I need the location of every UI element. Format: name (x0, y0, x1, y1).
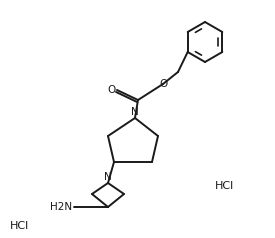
Text: N: N (104, 172, 112, 182)
Text: N: N (131, 107, 139, 117)
Text: H2N: H2N (50, 202, 72, 212)
Text: HCl: HCl (215, 181, 234, 191)
Text: O: O (160, 79, 168, 89)
Text: O: O (108, 85, 116, 95)
Text: HCl: HCl (10, 221, 29, 231)
